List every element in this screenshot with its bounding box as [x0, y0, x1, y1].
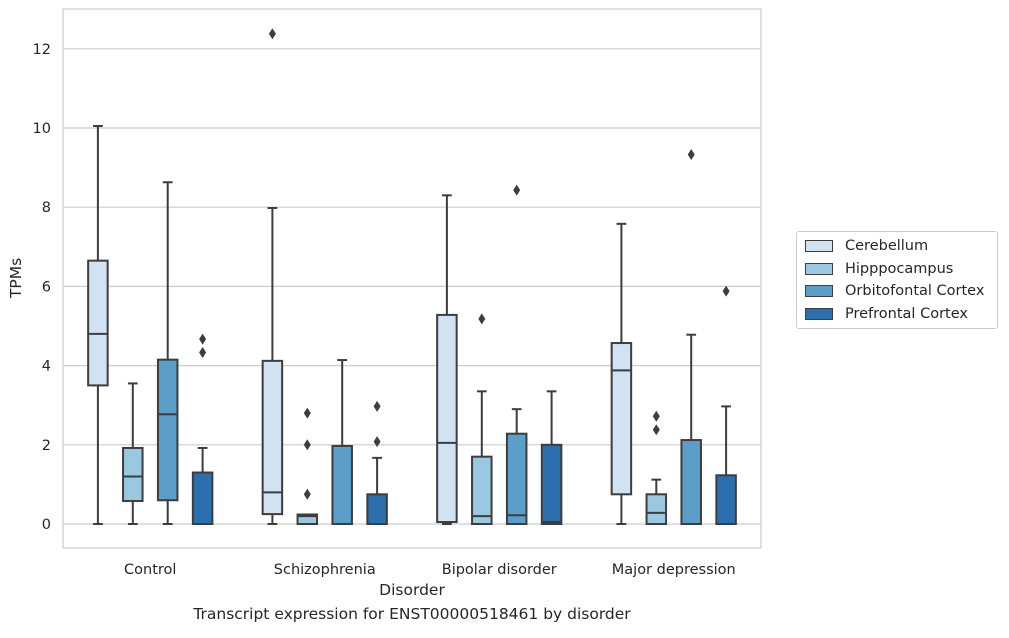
box-iqr: [505, 432, 528, 526]
outlier-point: [303, 488, 311, 500]
box-hipppocampus: [471, 313, 493, 525]
legend-label: Cerebellum: [845, 238, 929, 255]
y-tick-label: 8: [42, 200, 51, 216]
box-iqr: [366, 493, 388, 525]
legend-swatch-cerebellum: [805, 240, 833, 253]
x-axis-label: Disorder: [379, 581, 445, 599]
y-tick-label: 4: [42, 359, 51, 375]
box-iqr: [261, 359, 284, 516]
box-cerebellum: [610, 222, 633, 525]
boxes: [87, 28, 737, 526]
box-hipppocampus: [122, 382, 144, 525]
box-cerebellum: [261, 28, 284, 525]
box-iqr: [540, 443, 563, 525]
box-orbitofontal-cortex: [331, 359, 353, 526]
outlier-point: [373, 436, 381, 448]
y-tick-label: 6: [42, 279, 51, 295]
legend-item-cerebellum: Cerebellum: [797, 235, 997, 258]
box-prefrontal-cortex: [191, 333, 214, 525]
outlier-point: [652, 410, 660, 422]
box-orbitofontal-cortex: [505, 184, 528, 526]
box-iqr: [715, 474, 737, 525]
legend-swatch-orbitofontal-cortex: [805, 285, 833, 298]
legend-label: Hipppocampus: [845, 260, 954, 277]
y-tick-label: 2: [42, 438, 51, 454]
x-tick-label: Bipolar disorder: [442, 562, 557, 578]
legend-item-hipppocampus: Hipppocampus: [797, 258, 997, 281]
outlier-point: [303, 439, 311, 451]
box-orbitofontal-cortex: [156, 181, 179, 525]
outlier-point: [513, 184, 521, 196]
legend-item-prefrontal-cortex: Prefrontal Cortex: [797, 303, 997, 326]
y-tick-label: 12: [33, 42, 51, 58]
box-iqr: [156, 358, 179, 502]
outlier-point: [373, 400, 381, 412]
box-prefrontal-cortex: [540, 390, 563, 525]
box-prefrontal-cortex: [715, 285, 737, 525]
box-hipppocampus: [296, 407, 319, 525]
y-axis-label: TPMs: [7, 258, 25, 299]
outlier-point: [722, 285, 730, 297]
y-tick-label: 0: [42, 517, 51, 533]
outlier-point: [268, 28, 276, 40]
outlier-point: [478, 313, 486, 325]
box-iqr: [191, 471, 214, 525]
x-tick-label: Schizophrenia: [274, 562, 376, 578]
box-orbitofontal-cortex: [680, 149, 702, 526]
box-iqr: [122, 446, 144, 503]
box-cerebellum: [87, 125, 109, 525]
box-iqr: [331, 444, 353, 526]
box-iqr: [680, 439, 702, 526]
x-tick-label: Control: [124, 562, 176, 578]
box-iqr: [610, 342, 633, 496]
legend: Cerebellum Hipppocampus Orbitofontal Cor…: [796, 231, 998, 329]
outlier-point: [303, 407, 311, 419]
outlier-point: [199, 333, 207, 345]
box-iqr: [471, 455, 493, 525]
box-prefrontal-cortex: [366, 400, 388, 525]
tick-labels: 0 2 4 6 8 10 12 Control Schizophrenia Bipolar dis…: [33, 42, 736, 578]
outlier-point: [652, 424, 660, 436]
gridlines: [63, 48, 761, 525]
y-tick-label: 10: [33, 121, 51, 137]
legend-label: Orbitofontal Cortex: [845, 283, 985, 300]
outlier-point: [687, 149, 695, 161]
box-iqr: [296, 513, 319, 525]
legend-swatch-prefrontal-cortex: [805, 307, 833, 320]
box-iqr: [436, 313, 458, 524]
legend-label: Prefrontal Cortex: [845, 305, 968, 322]
figure-caption: Transcript expression for ENST0000051846…: [193, 605, 631, 623]
legend-item-orbitofontal-cortex: Orbitofontal Cortex: [797, 280, 997, 303]
outlier-point: [199, 347, 207, 359]
legend-swatch-hipppocampus: [805, 262, 833, 275]
box-cerebellum: [436, 194, 458, 525]
box-iqr: [87, 259, 109, 387]
plot-frame: [62, 8, 762, 549]
box-iqr: [645, 493, 668, 525]
box-hipppocampus: [645, 410, 668, 525]
x-tick-label: Major depression: [612, 562, 736, 578]
